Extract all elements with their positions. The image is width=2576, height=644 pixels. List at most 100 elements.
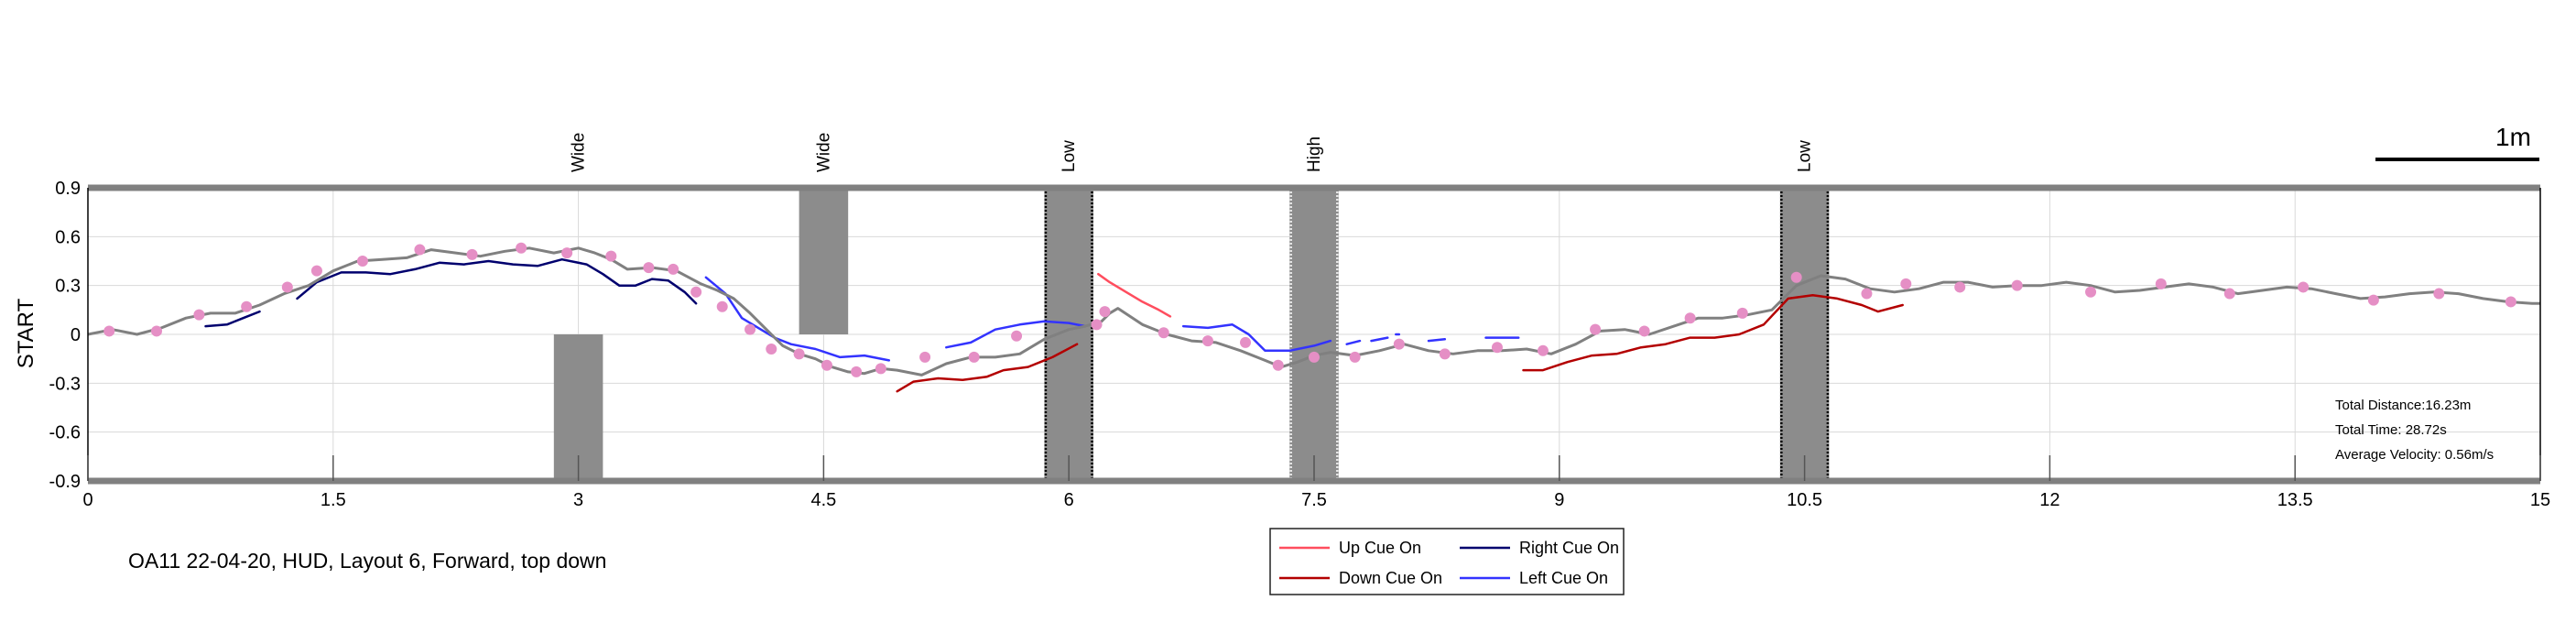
obstacle-labels: Wide Wide Low High Low xyxy=(570,133,1815,172)
path-marker xyxy=(1011,330,1023,342)
cue-series xyxy=(204,257,1904,393)
path-marker xyxy=(2505,296,2516,308)
path-marker xyxy=(310,265,322,277)
path-marker xyxy=(1201,335,1213,347)
x-tick-label: 13.5 xyxy=(2277,490,2313,510)
x-tick-label: 4.5 xyxy=(810,490,836,510)
path-marker xyxy=(103,325,115,337)
path-marker xyxy=(1393,338,1405,350)
obstacle-1 xyxy=(799,188,849,334)
path-marker xyxy=(1272,359,1284,371)
legend-label-down: Down Cue On xyxy=(1339,569,1442,587)
obstacle-label-1: Wide xyxy=(814,133,833,172)
y-tick-label: 0.9 xyxy=(55,179,81,199)
x-tick-label: 6 xyxy=(1064,490,1074,510)
path-marker xyxy=(1590,323,1602,335)
legend-box xyxy=(1269,528,1625,595)
path-marker xyxy=(1638,325,1650,337)
series-down-cue-on-segment xyxy=(1522,294,1904,372)
path-marker xyxy=(716,300,728,312)
path-marker xyxy=(561,247,573,259)
path-marker xyxy=(1790,271,1802,283)
x-tick-label: 3 xyxy=(573,490,583,510)
path-marker xyxy=(793,348,805,360)
legend: Up Cue On Right Cue On Down Cue On Left … xyxy=(1269,528,1625,595)
path-marker xyxy=(766,344,777,355)
legend-label-right: Right Cue On xyxy=(1519,539,1619,557)
path-marker xyxy=(690,286,702,298)
y-tick-label: 0 xyxy=(71,325,81,345)
path-marker xyxy=(1091,319,1103,331)
obstacle-label-0: Wide xyxy=(570,133,589,172)
path-marker xyxy=(1158,327,1169,339)
series-left-cue-on-segment xyxy=(1345,339,1362,345)
path-marker xyxy=(745,323,756,335)
obstacle-4 xyxy=(1779,188,1830,481)
path-marker xyxy=(1491,342,1503,354)
path-marker xyxy=(150,325,162,337)
y-tick-label: -0.6 xyxy=(49,423,81,443)
walking-path xyxy=(87,246,2540,377)
path-marker xyxy=(968,351,980,363)
path-marker xyxy=(1099,306,1111,318)
figure-caption: OA11 22-04-20, HUD, Layout 6, Forward, t… xyxy=(128,549,606,573)
path-marker xyxy=(2011,279,2023,291)
path-marker xyxy=(1439,348,1451,360)
series-left-cue-on-segment xyxy=(1181,323,1332,353)
path-marker xyxy=(2223,288,2235,300)
path-marker xyxy=(1861,288,1873,300)
x-tick-label: 0 xyxy=(82,490,92,510)
axes: 0 1.5 3 4.5 6 7.5 9 10.5 12 13.5 15 0.9 0.6 0.3 0 -0.3 -… xyxy=(49,179,2551,510)
path-marker xyxy=(1309,351,1320,363)
path-marker xyxy=(1736,307,1748,319)
path-marker xyxy=(2298,281,2310,293)
path-marker xyxy=(1684,312,1696,324)
path-marker xyxy=(1900,278,1912,289)
path-marker xyxy=(414,244,426,256)
obstacle-label-2: Low xyxy=(1060,140,1079,172)
path-marker xyxy=(2155,278,2167,289)
obstacle-3 xyxy=(1289,188,1339,481)
path-marker xyxy=(466,248,478,260)
path-marker xyxy=(643,262,655,274)
legend-label-up: Up Cue On xyxy=(1339,539,1421,557)
y-axis-label: START xyxy=(14,298,38,368)
total-distance: Total Distance:16.23m xyxy=(2335,398,2471,413)
obstacles xyxy=(553,188,1830,481)
path-marker xyxy=(2085,286,2097,298)
y-tick-label: -0.9 xyxy=(49,472,81,492)
path-marker xyxy=(241,300,253,312)
path-marker xyxy=(1537,344,1549,356)
obstacle-label-4: Low xyxy=(1796,140,1815,172)
x-tick-label: 7.5 xyxy=(1301,490,1327,510)
series-left-cue-on-segment xyxy=(704,276,891,362)
obstacle-label-3: High xyxy=(1305,136,1324,172)
series-right-cue-on-segment xyxy=(204,310,261,328)
total-time: Total Time: 28.72s xyxy=(2335,422,2447,438)
path-marker xyxy=(875,363,886,375)
series-left-cue-on-segment xyxy=(1370,336,1389,343)
series-up-cue-on-segment xyxy=(1097,272,1172,318)
x-tick-label: 1.5 xyxy=(321,490,346,510)
path-marker xyxy=(668,263,679,275)
x-tick-label: 15 xyxy=(2530,490,2550,510)
series-left-cue-on-segment xyxy=(945,320,1087,349)
y-tick-label: 0.6 xyxy=(55,227,81,247)
path-marker xyxy=(516,242,527,254)
path-marker xyxy=(1240,336,1252,348)
y-tick-label: 0.3 xyxy=(55,277,81,297)
path-marker xyxy=(919,351,931,363)
average-velocity: Average Velocity: 0.56m/s xyxy=(2335,447,2494,463)
x-tick-label: 9 xyxy=(1554,490,1564,510)
obstacle-2 xyxy=(1044,188,1093,481)
scale-bar-label: 1m xyxy=(2495,123,2531,151)
path-marker xyxy=(356,256,368,267)
path-line xyxy=(87,246,2540,377)
path-markers xyxy=(103,242,2516,377)
series-right-cue-on-segment xyxy=(296,257,698,305)
series-left-cue-on-segment xyxy=(1427,338,1447,343)
path-marker xyxy=(851,366,863,377)
series-down-cue-on-segment xyxy=(896,343,1079,393)
path-marker xyxy=(281,281,293,293)
